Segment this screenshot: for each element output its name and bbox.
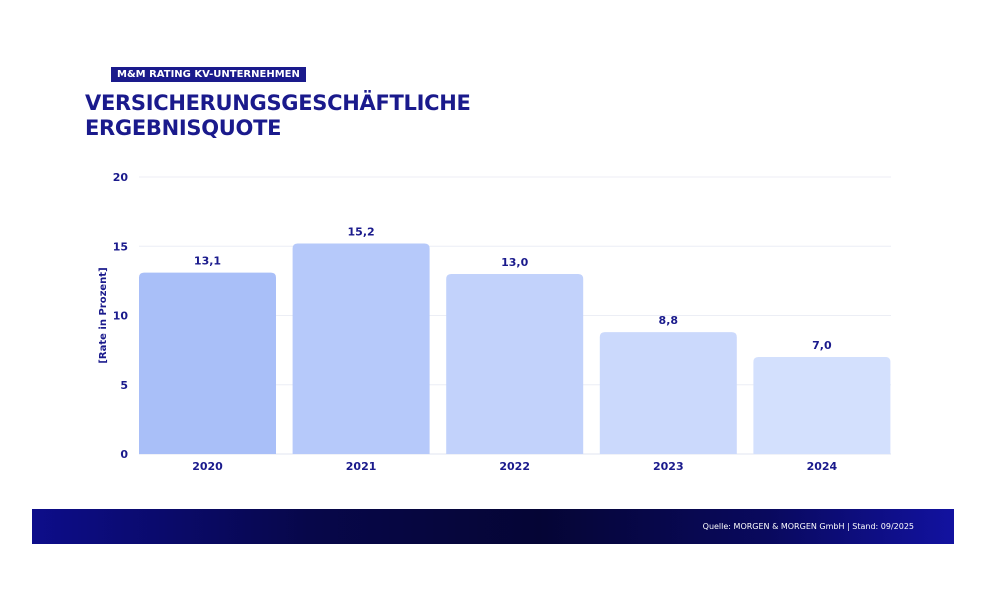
bar-2021 — [292, 243, 430, 454]
y-tick-label-0: 0 — [120, 448, 128, 461]
source-note: Quelle: MORGEN & MORGEN GmbH | Stand: 09… — [702, 522, 914, 531]
bar-2023 — [599, 332, 737, 454]
x-tick-label-2023: 2023 — [653, 460, 684, 473]
y-tick-label-5: 5 — [120, 379, 128, 392]
y-axis-label: [Rate in Prozent] — [98, 267, 109, 363]
x-tick-label-2020: 2020 — [192, 460, 223, 473]
data-label-2024: 7,0 — [812, 339, 832, 352]
data-label-2021: 15,2 — [348, 225, 375, 238]
chart-title-line-2: ERGEBNISQUOTE — [85, 116, 282, 140]
data-label-2022: 13,0 — [501, 256, 528, 269]
x-tick-label-2024: 2024 — [807, 460, 838, 473]
bar-2024 — [753, 357, 891, 454]
data-label-2020: 13,1 — [194, 255, 221, 268]
footer-bar: Quelle: MORGEN & MORGEN GmbH | Stand: 09… — [32, 509, 954, 544]
y-tick-label-10: 10 — [113, 310, 129, 323]
x-tick-label-2022: 2022 — [499, 460, 530, 473]
chart-kicker-label: M&M RATING KV-UNTERNEHMEN — [111, 67, 306, 82]
chart-title: VERSICHERUNGSGESCHÄFTLICHE ERGEBNISQUOTE — [85, 91, 471, 141]
bar-2022 — [446, 273, 584, 454]
y-tick-label-15: 15 — [113, 240, 128, 253]
chart-title-line-1: VERSICHERUNGSGESCHÄFTLICHE — [85, 91, 471, 115]
x-tick-label-2021: 2021 — [346, 460, 377, 473]
bar-2020 — [139, 272, 276, 454]
y-tick-label-20: 20 — [113, 171, 129, 184]
data-label-2023: 8,8 — [659, 314, 679, 327]
